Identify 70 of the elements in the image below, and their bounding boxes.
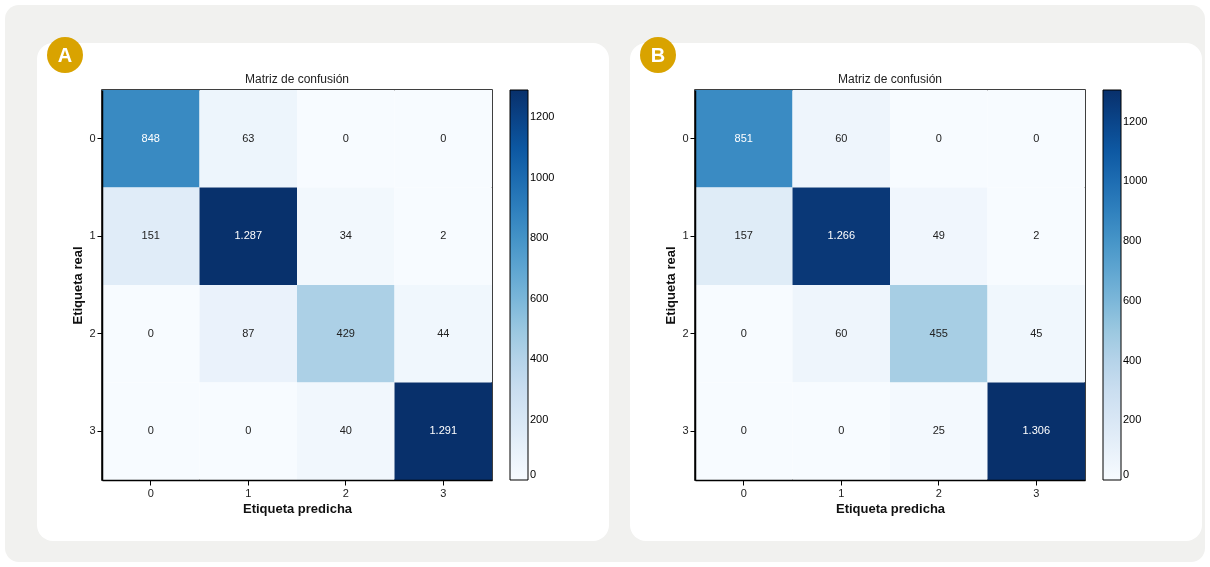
data-label: 44 [437,326,450,339]
y-tick-label: 1 [89,229,96,242]
color-bar-label: 1000 [1123,174,1148,187]
data-label: 0 [147,424,154,437]
x-axis-title: Etiqueta predicha [242,500,353,516]
data-label: 0 [245,424,252,437]
x-tick-label: 2 [342,486,349,499]
y-tick-label: 0 [682,131,689,144]
x-tick-label: 3 [1033,486,1040,499]
data-label: 34 [339,229,352,242]
data-label: 60 [835,131,848,144]
data-label: 0 [440,131,447,144]
color-bar-label: 600 [1123,293,1142,306]
data-label: 87 [242,326,255,339]
data-label: 25 [932,424,945,437]
x-tick-label: 1 [245,486,252,499]
x-tick-label: 0 [147,486,154,499]
data-label: 848 [141,131,160,144]
data-label: 45 [1030,326,1043,339]
data-label: 429 [336,326,355,339]
color-bar-label: 600 [530,291,549,304]
data-label: 157 [734,229,753,242]
color-bar-label: 1200 [530,110,555,123]
data-label: 0 [838,424,845,437]
data-label: 0 [1033,131,1040,144]
y-tick-label: 3 [682,424,689,437]
color-bar-label: 800 [1123,234,1142,247]
data-label: 40 [339,424,352,437]
color-bar-label: 200 [530,412,549,425]
data-label: 1.266 [827,229,856,242]
y-tick-label: 1 [682,229,689,242]
x-tick-label: 3 [440,486,447,499]
data-label: 0 [740,424,747,437]
data-label: 2 [440,229,447,242]
y-tick-label: 2 [682,326,689,339]
data-label: 1.287 [234,229,263,242]
data-label: 851 [734,131,753,144]
data-label: 0 [740,326,747,339]
color-bar-label: 200 [1123,413,1142,426]
x-tick-label: 2 [935,486,942,499]
x-axis-title: Etiqueta predicha [835,500,946,516]
color-bar-label: 400 [1123,353,1142,366]
color-bar-label: 1200 [1123,114,1148,127]
data-label: 455 [929,326,948,339]
color-bar-label: 400 [530,352,549,365]
chart-title: Matriz de confusión [244,72,350,86]
color-bar-label: 1000 [530,170,555,183]
data-label: 1.306 [1022,424,1051,437]
y-axis-title: Etiqueta real [70,246,86,325]
text: A [47,37,83,73]
data-label: 1.291 [429,424,458,437]
y-tick-label: 2 [89,326,96,339]
data-label: 63 [242,131,255,144]
color-bar-label: 0 [530,468,537,480]
data-label: 2 [1033,229,1040,242]
data-label: 0 [935,131,942,144]
color-bar-label: 800 [530,231,549,244]
y-tick-label: 0 [89,131,96,144]
data-label: 60 [835,326,848,339]
y-tick-label: 3 [89,424,96,437]
data-label: 0 [147,326,154,339]
data-label: 0 [342,131,349,144]
x-tick-label: 1 [838,486,845,499]
data-label: 151 [141,229,160,242]
color-bar-label: 0 [1123,468,1130,480]
chart-title: Matriz de confusión [837,72,943,86]
x-tick-label: 0 [740,486,747,499]
text: B [640,37,676,73]
data-label: 49 [932,229,945,242]
y-axis-title: Etiqueta real [663,246,679,325]
